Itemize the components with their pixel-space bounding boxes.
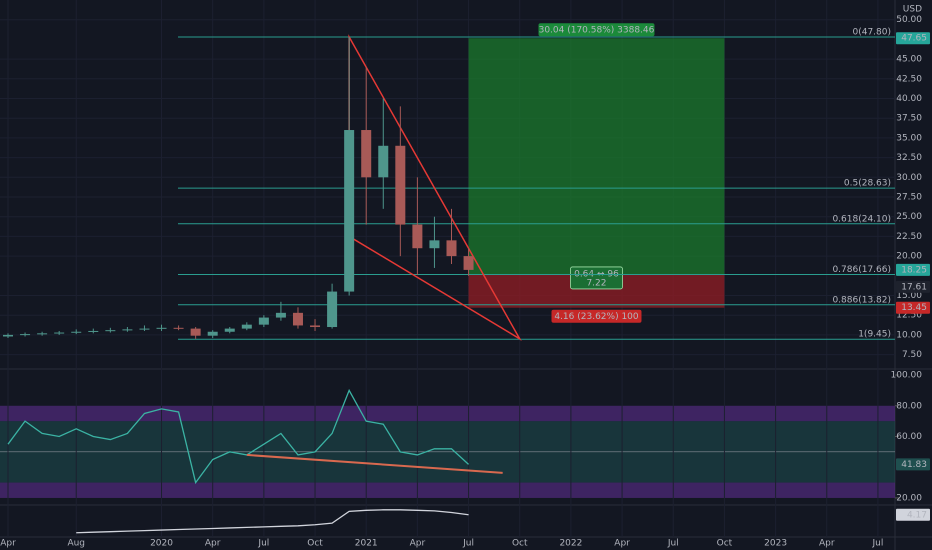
price-tag: [896, 508, 930, 521]
price-tag: [896, 32, 930, 45]
x-tick-label: Apr: [614, 539, 630, 549]
x-tick-label: Jul: [462, 539, 474, 549]
y-tick-label: 15.00: [896, 291, 922, 301]
y-tick-label: 20.00: [896, 252, 922, 262]
candle-body: [71, 331, 82, 333]
rsi-tag: 41.83: [901, 460, 927, 470]
candle-body: [173, 327, 184, 329]
rsi-band: [0, 482, 895, 498]
price-tag: [896, 263, 930, 276]
target-label: 30.04 (170.58%) 3388.46: [539, 26, 655, 36]
center-sub: 7.22: [586, 278, 606, 288]
candle-body: [3, 334, 13, 337]
x-tick-label: Oct: [512, 539, 528, 549]
candle-body: [429, 240, 440, 249]
candle-body: [292, 312, 303, 326]
y-tick-label: 40.00: [896, 94, 922, 104]
fib-label: 0.886(13.82): [832, 295, 891, 305]
y-tick-label: 100.00: [891, 371, 923, 381]
candle-body: [139, 328, 150, 330]
candle-body: [258, 317, 269, 325]
candle-body: [378, 145, 389, 178]
price-tag: [896, 301, 930, 314]
x-tick-label: 2022: [559, 539, 582, 549]
indicator-line: [76, 509, 469, 534]
x-tick-label: Jul: [257, 539, 269, 549]
x-tick-label: Apr: [819, 539, 835, 549]
stop-tag: 13.45: [901, 303, 927, 313]
candle-body: [344, 130, 355, 292]
candle-body: [207, 331, 218, 336]
candle-body: [122, 329, 133, 331]
candle-body: [224, 328, 235, 332]
target-zone: [468, 38, 725, 275]
fib-label: 0.618(24.10): [832, 214, 891, 224]
entry-tag: 17.61: [901, 282, 927, 292]
y-tick-label: 35.00: [896, 133, 922, 143]
stop-label: 4.16 (23.62%) 100: [554, 312, 639, 322]
candle-body: [105, 330, 116, 332]
y-tick-label: 50.00: [896, 15, 922, 25]
divergence-line: [246, 453, 503, 474]
fib-label: 0(47.80): [852, 28, 891, 38]
x-tick-label: Apr: [410, 539, 426, 549]
candle-body: [20, 334, 31, 336]
candle-body: [463, 256, 474, 270]
x-tick-label: Apr: [205, 539, 221, 549]
candle-body: [395, 145, 406, 225]
y-tick-label: 42.50: [896, 74, 922, 84]
x-tick-label: Jul: [872, 539, 884, 549]
label-box: [538, 23, 655, 37]
target-tag: 47.65: [901, 34, 927, 44]
y-tick-label: 20.00: [896, 493, 922, 503]
y-tick-label: 25.00: [896, 212, 922, 222]
fib-label: 1(9.45): [858, 330, 891, 340]
candle-body: [190, 328, 201, 336]
y-tick-label: 7.50: [902, 350, 922, 360]
x-tick-label: Oct: [717, 539, 733, 549]
fib-label: 0.5(28.63): [844, 179, 891, 189]
indicator-tag: 4.17: [907, 510, 927, 520]
x-tick-label: Aug: [67, 539, 85, 549]
candle-body: [156, 327, 167, 329]
candle-body: [412, 224, 423, 249]
candle-body: [446, 240, 457, 257]
rsi-band: [0, 405, 895, 422]
candle-body: [88, 330, 99, 332]
y-tick-label: 22.50: [896, 232, 922, 242]
indicator-line: [7, 388, 469, 485]
candle-body: [310, 325, 321, 328]
y-tick-label: 45.00: [896, 55, 922, 65]
candle-body: [241, 324, 252, 329]
x-tick-label: Apr: [0, 539, 16, 549]
candle-body: [275, 312, 286, 318]
fib-label: 0.786(17.66): [832, 265, 891, 275]
price-tag: [896, 280, 930, 293]
y-tick-label: 27.50: [896, 193, 922, 203]
x-tick-label: 2023: [764, 539, 787, 549]
y-tick-label: 80.00: [896, 401, 922, 411]
candle-body: [361, 130, 372, 178]
candle-body: [54, 332, 65, 334]
label-box: [570, 266, 623, 290]
y-tick-label: 60.00: [896, 432, 922, 442]
axis-unit: USD: [903, 5, 922, 15]
candle-body: [37, 333, 48, 335]
y-tick-label: 10.00: [896, 330, 922, 340]
y-tick-label: 12.50: [896, 311, 922, 321]
y-tick-label: 30.00: [896, 173, 922, 183]
x-tick-label: Jul: [667, 539, 679, 549]
price-tag: [896, 458, 930, 471]
x-tick-label: 2020: [150, 539, 173, 549]
y-tick-label: 32.50: [896, 153, 922, 163]
candle-body: [327, 291, 338, 328]
label-box: [551, 309, 642, 323]
last-price-tag: 18.25: [901, 265, 927, 275]
x-tick-label: Oct: [307, 539, 323, 549]
y-tick-label: 37.50: [896, 114, 922, 124]
x-tick-label: 2021: [355, 539, 378, 549]
